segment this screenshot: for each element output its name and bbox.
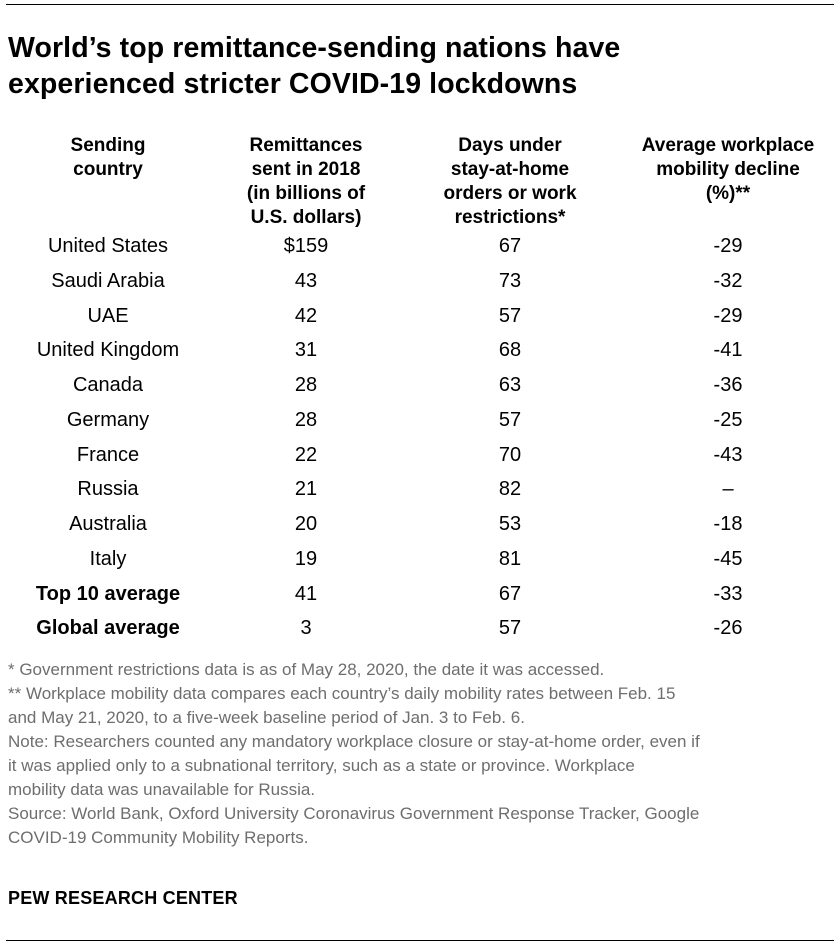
- footnote-line: and May 21, 2020, to a five-week baselin…: [8, 708, 525, 727]
- column-header-mobility: Average workplace mobility decline (%)**: [614, 134, 840, 206]
- column-header-line: country: [73, 159, 143, 180]
- cell-country: United Kingdom: [36, 339, 180, 361]
- note-line: mobility data was unavailable for Russia…: [8, 780, 316, 799]
- cell-remittances: $159: [283, 235, 329, 257]
- cell-country: Saudi Arabia: [51, 270, 165, 292]
- cell-country: Russia: [77, 478, 139, 500]
- cell-remittances: 20: [294, 513, 318, 535]
- source-line: COVID-19 Community Mobility Reports.: [8, 828, 309, 847]
- cell-country: Italy: [89, 548, 127, 570]
- cell-days: 53: [498, 513, 522, 535]
- note-line: Note: Researchers counted any mandatory …: [8, 732, 700, 751]
- column-header-line: orders or work: [443, 183, 577, 204]
- cell-remittances: 42: [294, 305, 318, 327]
- cell-country: France: [76, 444, 140, 466]
- cell-remittances: 3: [300, 617, 312, 639]
- cell-mobility: -26: [713, 617, 743, 639]
- cell-country: Germany: [66, 409, 150, 431]
- cell-mobility: -33: [713, 583, 743, 605]
- cell-mobility: -45: [713, 548, 743, 570]
- cell-mobility: -29: [713, 235, 743, 257]
- title-line-1: World’s top remittance-sending nations h…: [8, 32, 621, 64]
- cell-mobility: -32: [713, 270, 743, 292]
- bottom-rule: [6, 940, 834, 941]
- brand-name: PEW RESEARCH CENTER: [8, 888, 238, 908]
- column-header-line: U.S. dollars): [250, 207, 362, 228]
- cell-days: 73: [498, 270, 522, 292]
- cell-remittances: 31: [294, 339, 318, 361]
- cell-mobility: -25: [713, 409, 743, 431]
- column-header-country: Sending country: [8, 134, 208, 182]
- footnote-line: ** Workplace mobility data compares each…: [8, 684, 676, 703]
- column-header-remittances: Remittances sent in 2018 (in billions of…: [208, 134, 404, 230]
- cell-remittances: 21: [294, 478, 318, 500]
- cell-mobility: -36: [713, 374, 743, 396]
- footnotes: * Government restrictions data is as of …: [8, 658, 834, 850]
- cell-days: 68: [498, 339, 522, 361]
- cell-days: 63: [498, 374, 522, 396]
- column-header-line: Sending: [70, 135, 146, 156]
- chart-title: World’s top remittance-sending nations h…: [8, 30, 828, 102]
- column-header-line: Average workplace: [641, 135, 815, 156]
- cell-days: 70: [498, 444, 522, 466]
- cell-remittances: 28: [294, 409, 318, 431]
- cell-remittances: 28: [294, 374, 318, 396]
- cell-days: 57: [498, 305, 522, 327]
- cell-country: Australia: [69, 513, 147, 535]
- column-header-line: (%)**: [705, 183, 751, 204]
- cell-days: 57: [498, 617, 522, 639]
- cell-remittances: 19: [294, 548, 318, 570]
- column-header-line: mobility decline: [656, 159, 800, 180]
- note-line: it was applied only to a subnational ter…: [8, 756, 635, 775]
- column-header-line: Remittances: [249, 135, 363, 156]
- cell-country: Canada: [72, 374, 144, 396]
- cell-days: 67: [498, 235, 522, 257]
- top-rule: [6, 4, 834, 5]
- column-header-line: restrictions*: [454, 207, 566, 228]
- cell-mobility: -43: [713, 444, 743, 466]
- cell-mobility: -18: [713, 513, 743, 535]
- cell-country: Global average: [36, 617, 180, 639]
- cell-country: Top 10 average: [35, 583, 181, 605]
- cell-days: 82: [498, 478, 522, 500]
- cell-mobility: –: [722, 478, 734, 500]
- cell-mobility: -41: [713, 339, 743, 361]
- title-line-2: experienced stricter COVID-19 lockdowns: [8, 68, 578, 100]
- footnote-line: * Government restrictions data is as of …: [8, 660, 605, 679]
- column-header-line: sent in 2018: [251, 159, 361, 180]
- column-header-line: stay-at-home: [450, 159, 570, 180]
- column-header-days: Days under stay-at-home orders or work r…: [412, 134, 608, 230]
- column-header-line: (in billions of: [246, 183, 366, 204]
- cell-days: 57: [498, 409, 522, 431]
- cell-mobility: -29: [713, 305, 743, 327]
- cell-country: UAE: [87, 305, 129, 327]
- cell-country: United States: [47, 235, 169, 257]
- column-header-line: Days under: [458, 135, 562, 156]
- cell-remittances: 43: [294, 270, 318, 292]
- cell-days: 67: [498, 583, 522, 605]
- cell-days: 81: [498, 548, 522, 570]
- source-line: Source: World Bank, Oxford University Co…: [8, 804, 700, 823]
- cell-remittances: 41: [294, 583, 318, 605]
- cell-remittances: 22: [294, 444, 318, 466]
